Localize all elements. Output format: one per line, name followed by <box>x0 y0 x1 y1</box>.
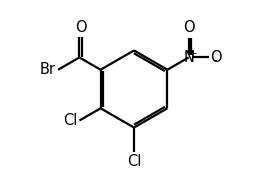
Text: Cl: Cl <box>127 154 141 169</box>
Text: +: + <box>189 49 197 59</box>
Text: Cl: Cl <box>63 112 78 127</box>
Text: O: O <box>210 50 221 65</box>
Text: -: - <box>212 54 216 67</box>
Text: N: N <box>183 50 194 65</box>
Text: O: O <box>183 20 195 35</box>
Text: Br: Br <box>39 62 55 77</box>
Text: O: O <box>75 20 86 35</box>
